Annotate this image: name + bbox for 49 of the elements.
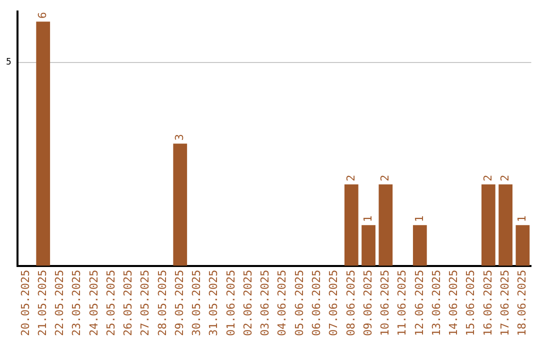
bar xyxy=(36,22,50,266)
x-tick-label: 06.06.2025 xyxy=(310,270,323,336)
x-tick-label: 29.05.2025 xyxy=(172,270,186,336)
x-tick-label: 13.06.2025 xyxy=(430,270,443,336)
x-tick-label: 04.06.2025 xyxy=(276,270,289,336)
x-tick-label: 07.06.2025 xyxy=(327,270,340,336)
bar xyxy=(498,184,512,266)
x-tick-label: 12.06.2025 xyxy=(412,270,426,336)
data-label: 1 xyxy=(516,215,529,222)
x-tick-label: 26.05.2025 xyxy=(122,270,135,336)
data-label: 1 xyxy=(361,215,374,222)
x-tick-label: 09.06.2025 xyxy=(361,270,374,336)
data-label: 2 xyxy=(481,174,494,182)
y-tick-label: 5 xyxy=(6,58,12,68)
x-tick-label: 27.05.2025 xyxy=(138,270,152,336)
data-label: 2 xyxy=(378,174,392,182)
data-label: 1 xyxy=(412,215,426,222)
x-tick-label: 16.06.2025 xyxy=(481,270,494,336)
bar xyxy=(412,225,427,266)
x-tick-label: 21.05.2025 xyxy=(36,270,49,336)
x-tick-label: 28.05.2025 xyxy=(156,270,169,336)
x-tick-label: 10.06.2025 xyxy=(378,270,392,336)
x-tick-label: 11.06.2025 xyxy=(396,270,409,336)
x-tick-label: 18.06.2025 xyxy=(516,270,529,336)
x-tick-label: 03.06.2025 xyxy=(258,270,272,336)
x-tick-label: 23.05.2025 xyxy=(70,270,84,336)
x-tick-label: 14.06.2025 xyxy=(447,270,460,336)
data-label: 2 xyxy=(344,174,358,182)
x-tick-label: 20.05.2025 xyxy=(18,270,32,336)
x-tick-label: 17.06.2025 xyxy=(498,270,512,336)
x-tick-label: 31.05.2025 xyxy=(207,270,220,336)
x-tick-label: 08.06.2025 xyxy=(344,270,358,336)
x-tick-label: 02.06.2025 xyxy=(241,270,254,336)
bar xyxy=(173,144,188,266)
x-tick-label: 05.06.2025 xyxy=(292,270,306,336)
data-label: 2 xyxy=(498,174,512,182)
bar xyxy=(516,225,530,266)
x-tick-label: 01.06.2025 xyxy=(224,270,238,336)
x-tick-label: 22.05.2025 xyxy=(53,270,66,336)
data-label: 6 xyxy=(36,12,49,19)
bar xyxy=(378,184,393,266)
x-tick-label: 15.06.2025 xyxy=(464,270,478,336)
bar xyxy=(344,184,358,266)
data-label: 3 xyxy=(172,134,186,141)
bar xyxy=(481,184,496,266)
x-tick-label: 24.05.2025 xyxy=(87,270,100,336)
x-tick-label: 25.05.2025 xyxy=(104,270,118,336)
x-tick-label: 30.05.2025 xyxy=(190,270,204,336)
bar xyxy=(362,225,376,266)
